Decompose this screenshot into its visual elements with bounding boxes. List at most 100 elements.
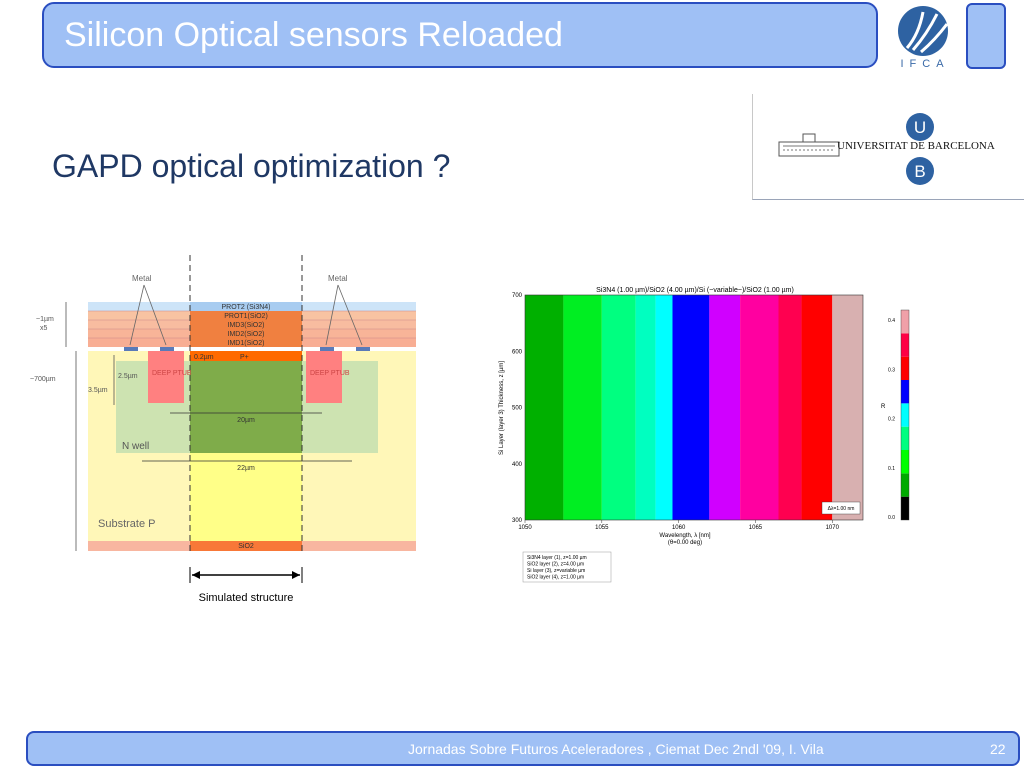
layer-label-imd2: IMD2(SiO2) xyxy=(228,331,265,338)
ub-u-badge: U xyxy=(906,113,934,141)
ub-logo: U UNIVERSITAT DE BARCELONA B xyxy=(752,94,1024,200)
y-tick-label: 300 xyxy=(512,518,523,524)
center-substrate xyxy=(190,453,302,541)
heatmap-bands xyxy=(525,295,863,520)
heatmap-band xyxy=(672,295,710,520)
legend-line: SiO2 layer (2), z=4.00 µm xyxy=(527,562,584,568)
y-tick-label: 400 xyxy=(512,462,523,468)
footer-bar: Jornadas Sobre Futuros Aceleradores , Ci… xyxy=(26,731,1020,766)
svg-text:U: U xyxy=(914,118,926,137)
active-region xyxy=(190,361,302,453)
colorbar-tick-label: 0.3 xyxy=(888,367,895,373)
heatmap-band xyxy=(740,295,779,520)
heatmap-band xyxy=(778,295,802,520)
x-axis-label: Wavelength, λ [nm] xyxy=(659,533,710,539)
heatmap-band xyxy=(655,295,673,520)
x-axis-label-2: (θ=0.00 deg) xyxy=(668,540,702,546)
colorbar-segment xyxy=(901,403,909,427)
slide-subtitle: GAPD optical optimization ? xyxy=(52,148,451,184)
heatmap-band xyxy=(525,295,564,520)
colorbar-segment xyxy=(901,380,909,404)
deep-ptub-left-label: DEEP PTUB xyxy=(152,370,192,377)
y-axis-label: Si Layer (layer 3) Thickness, z [µm] xyxy=(499,361,505,455)
resolution-label: Δλ=1.00 nm xyxy=(828,506,855,512)
plot-frame xyxy=(524,294,864,521)
metal-contact xyxy=(356,347,370,351)
heatmap-band xyxy=(601,295,636,520)
heatmap-band xyxy=(801,295,833,520)
deep-ptub-right xyxy=(306,351,342,403)
colorbar-segment xyxy=(901,473,909,497)
reflectance-heatmap-chart: Si3N4 (1.00 µm)/SiO2 (4.00 µm)/Si (~vari… xyxy=(499,287,910,583)
metal-contact xyxy=(320,347,334,351)
layer-label-prot1: PROT1(SiO2) xyxy=(224,313,268,320)
dim-700um: ~700µm xyxy=(30,376,56,383)
dim-x5: x5 xyxy=(40,325,48,332)
dim-0-2um: 0.2µm xyxy=(194,354,214,361)
slide-title: Silicon Optical sensors Reloaded xyxy=(64,16,563,54)
legend-line: SiO2 layer (4), z=1.00 µm xyxy=(527,575,584,581)
ifca-logo: IFCA xyxy=(893,4,957,76)
ub-building-icon xyxy=(778,133,840,157)
colorbar-tick-label: 0.0 xyxy=(888,515,895,521)
structure-caption: Simulated structure xyxy=(199,592,294,604)
p-plus-layer xyxy=(190,351,302,361)
chart-legend xyxy=(522,551,612,583)
ub-b-badge: B xyxy=(906,157,934,185)
colorbar-segment xyxy=(901,356,909,380)
p-plus-label: P+ xyxy=(240,354,249,361)
gapd-structure-diagram: Metal Metal ~1µm x5 ~700µm 3.5µm 2.5µm P… xyxy=(30,255,416,604)
layer-label-prot2: PROT2 (Si3N4) xyxy=(221,304,270,311)
heatmap-band xyxy=(709,295,741,520)
colorbar-segment xyxy=(901,333,909,357)
dim-1um: ~1µm xyxy=(36,316,54,323)
colorbar-segment xyxy=(901,310,909,334)
x-tick-label: 1070 xyxy=(826,525,840,531)
dim-2-5um: 2.5µm xyxy=(118,373,138,380)
colorbar-segment xyxy=(901,450,909,474)
ifca-label: IFCA xyxy=(900,58,950,70)
colorbar-tick-label: 0.1 xyxy=(888,466,895,472)
side-panel-button[interactable] xyxy=(966,3,1006,69)
page-number: 22 xyxy=(990,741,1006,757)
y-tick-labels: 700 600 500 400 300 xyxy=(512,293,523,524)
x-tick-label: 1060 xyxy=(672,525,686,531)
layer-label-imd1: IMD1(SiO2) xyxy=(228,340,265,347)
legend-line: Si layer (3), z=variable µm xyxy=(527,568,585,574)
heatmap-band xyxy=(635,295,656,520)
heatmap-band xyxy=(832,295,863,520)
title-bar: Silicon Optical sensors Reloaded xyxy=(42,2,878,68)
sio2-bottom-label: SiO2 xyxy=(238,543,254,550)
y-tick-label: 600 xyxy=(512,349,523,355)
deep-ptub-right-label: DEEP PTUB xyxy=(310,370,350,377)
chart-title: Si3N4 (1.00 µm)/SiO2 (4.00 µm)/Si (~vari… xyxy=(596,287,794,294)
colorbar-segment xyxy=(901,496,909,520)
substrate-label: Substrate P xyxy=(98,518,155,530)
colorbar-tick-label: 0.4 xyxy=(888,318,895,324)
x-tick-labels: 1050 1055 1060 1065 1070 xyxy=(518,520,840,531)
colorbar xyxy=(901,310,909,520)
metal-label-left: Metal xyxy=(132,274,152,283)
metal-contact xyxy=(160,347,174,351)
n-well-label: N well xyxy=(122,441,149,452)
ifca-emblem-icon xyxy=(898,6,949,56)
dim-22um: 22µm xyxy=(237,465,255,472)
x-tick-label: 1055 xyxy=(595,525,609,531)
deep-ptub-left xyxy=(148,351,184,403)
colorbar-segment xyxy=(901,426,909,450)
ub-name-text: UNIVERSITAT DE BARCELONA xyxy=(837,140,995,152)
metal-label-right: Metal xyxy=(328,274,348,283)
resolution-box xyxy=(821,501,861,515)
metal-contact xyxy=(124,347,138,351)
heatmap-band xyxy=(563,295,602,520)
x-tick-label: 1065 xyxy=(749,525,763,531)
footer-text: Jornadas Sobre Futuros Aceleradores , Ci… xyxy=(408,741,824,757)
x-tick-label: 1050 xyxy=(518,525,532,531)
y-tick-label: 500 xyxy=(512,406,523,412)
dim-20um: 20µm xyxy=(237,417,255,424)
colorbar-tick-label: 0.2 xyxy=(888,417,895,423)
colorbar-tick-labels: 0.4 0.3 0.2 0.1 0.0 xyxy=(888,318,895,521)
legend-line: Si3N4 layer (1), z=1.00 µm xyxy=(527,555,587,561)
svg-text:B: B xyxy=(914,162,925,181)
